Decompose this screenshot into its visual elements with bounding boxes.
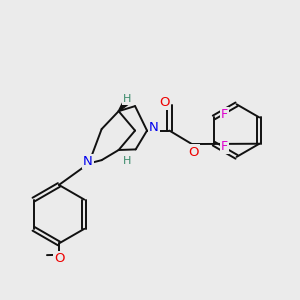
Polygon shape: [118, 100, 128, 111]
Text: N: N: [83, 155, 93, 168]
Text: H: H: [123, 156, 131, 166]
Text: F: F: [221, 140, 228, 153]
Text: N: N: [149, 121, 158, 134]
Text: O: O: [188, 146, 199, 158]
Text: O: O: [54, 252, 65, 265]
Text: O: O: [159, 96, 169, 109]
Text: F: F: [221, 108, 228, 121]
Text: H: H: [123, 94, 131, 104]
